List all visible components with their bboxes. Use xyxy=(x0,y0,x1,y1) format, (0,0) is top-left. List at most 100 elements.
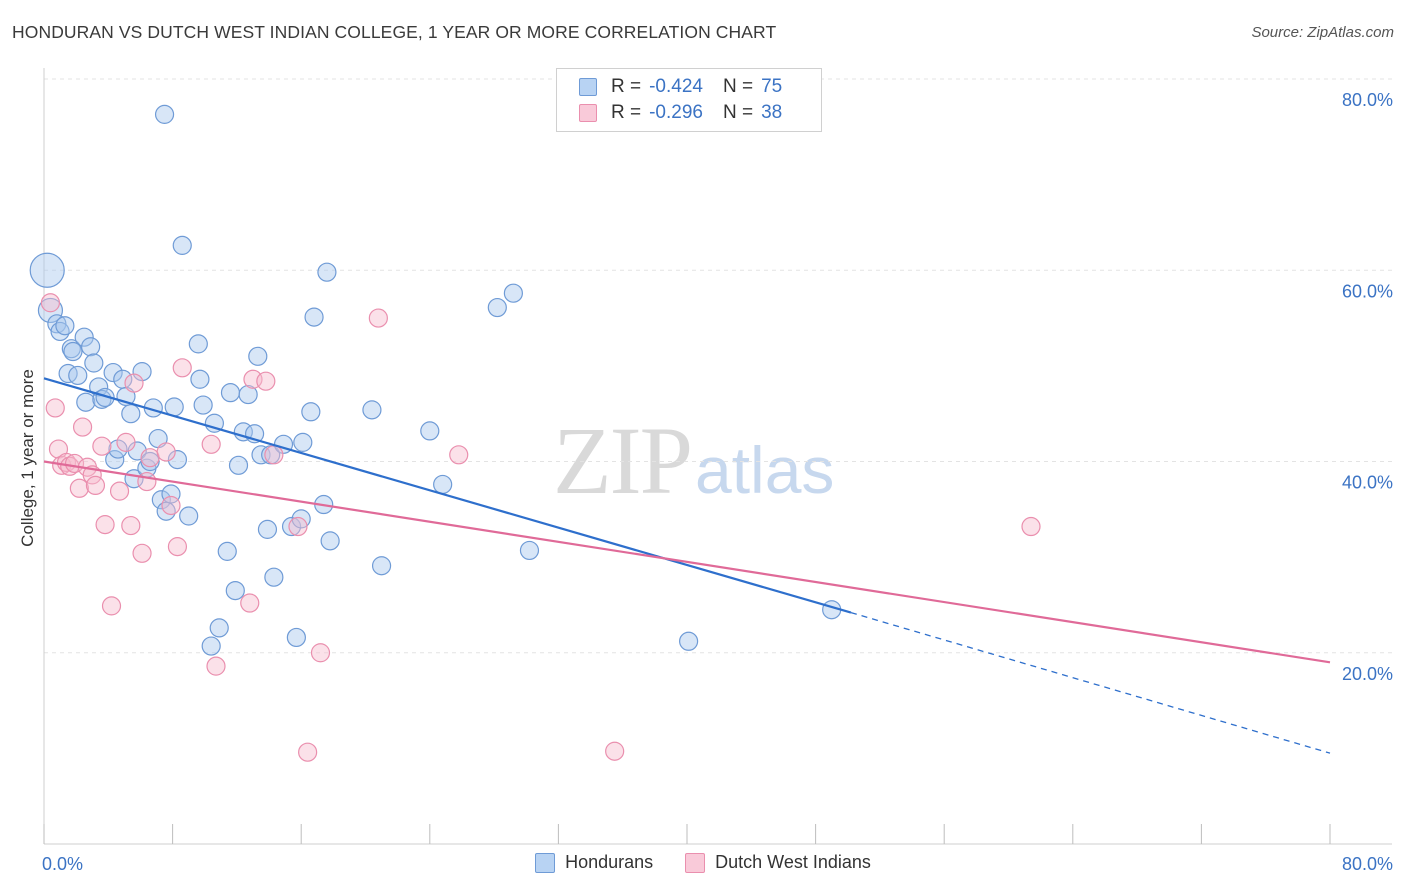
data-point xyxy=(288,516,308,537)
data-point xyxy=(257,519,278,539)
data-point xyxy=(228,455,249,475)
data-point xyxy=(81,337,101,357)
data-point xyxy=(220,383,241,403)
data-point xyxy=(161,484,181,504)
data-point xyxy=(1021,516,1041,537)
data-point xyxy=(368,308,388,328)
trend-lines xyxy=(43,377,1331,754)
data-point xyxy=(40,293,61,313)
data-point xyxy=(161,495,181,516)
watermark: ZIPatlas xyxy=(553,405,834,516)
data-point xyxy=(298,742,318,762)
data-point xyxy=(193,395,213,415)
legend-item-dutch-west-indians[interactable]: Dutch West Indians xyxy=(685,852,871,873)
data-point xyxy=(317,262,337,282)
data-point xyxy=(264,567,284,587)
series-hondurans-points xyxy=(29,104,842,656)
chart-title: HONDURAN VS DUTCH WEST INDIAN COLLEGE, 1… xyxy=(12,22,777,42)
legend-item-hondurans[interactable]: Hondurans xyxy=(535,852,653,873)
axes xyxy=(43,68,1392,845)
data-point xyxy=(68,365,88,386)
data-point xyxy=(37,297,64,324)
data-point xyxy=(293,432,313,452)
data-point xyxy=(156,442,176,462)
data-point xyxy=(217,541,237,561)
data-point xyxy=(167,449,188,470)
data-point xyxy=(310,643,331,663)
series-dutch-west-indians-points xyxy=(40,293,1041,762)
data-point xyxy=(362,400,382,420)
x-tick-label: 80.0% xyxy=(1342,854,1393,874)
y-tick-label: 20.0% xyxy=(1342,664,1393,684)
data-point xyxy=(108,439,128,459)
data-point xyxy=(519,540,540,561)
data-point xyxy=(420,421,440,441)
data-point xyxy=(172,235,192,255)
legend-row-dutch-west-indians: R = -0.296 N = 38 xyxy=(579,100,782,126)
series-legend: Hondurans Dutch West Indians xyxy=(0,852,1406,873)
data-point xyxy=(449,445,469,465)
data-point xyxy=(89,377,109,397)
watermark-atlas: atlas xyxy=(695,433,835,507)
data-point xyxy=(320,531,340,551)
legend-n-label: N = xyxy=(722,102,754,123)
data-point xyxy=(137,471,157,492)
data-point xyxy=(240,593,260,613)
legend-swatch-blue xyxy=(535,852,556,873)
data-point xyxy=(95,515,115,535)
data-point xyxy=(132,362,152,382)
data-point xyxy=(121,404,141,424)
x-tick-label: 0.0% xyxy=(42,854,83,874)
legend-swatch-pink xyxy=(685,852,706,873)
data-point xyxy=(256,371,276,391)
data-point xyxy=(172,358,192,378)
data-point xyxy=(69,478,89,498)
legend-r-label: R = xyxy=(611,76,642,97)
trend-line-hondurans-extension xyxy=(850,611,1331,754)
data-point xyxy=(209,618,229,638)
data-point xyxy=(109,481,130,501)
data-point xyxy=(74,327,94,347)
data-point xyxy=(301,402,321,422)
data-point xyxy=(121,515,141,536)
y-tick-label: 40.0% xyxy=(1342,473,1393,493)
source-label: Source: ZipAtlas.com xyxy=(1251,24,1394,41)
legend-swatch-blue xyxy=(579,78,597,96)
data-point xyxy=(371,556,392,576)
data-point xyxy=(201,636,221,656)
data-point xyxy=(63,341,83,362)
data-point xyxy=(304,307,324,327)
data-point xyxy=(487,297,507,318)
data-point xyxy=(248,346,268,366)
data-point xyxy=(55,316,75,336)
data-point xyxy=(605,741,625,761)
data-point xyxy=(238,384,258,405)
data-point xyxy=(286,627,306,648)
y-tick-label: 80.0% xyxy=(1342,90,1393,110)
data-point xyxy=(204,413,224,433)
data-point xyxy=(190,369,210,389)
data-point xyxy=(45,398,65,418)
data-point xyxy=(167,537,188,557)
trend-line-hondurans xyxy=(43,377,852,614)
data-point xyxy=(76,392,96,412)
data-point xyxy=(105,449,125,470)
data-point xyxy=(124,373,144,393)
data-point xyxy=(206,656,226,676)
legend-r-label: R = xyxy=(611,102,642,123)
legend-r-value: -0.424 xyxy=(649,76,703,97)
data-point xyxy=(225,580,245,601)
legend-swatch-pink xyxy=(579,104,597,122)
data-point xyxy=(92,436,112,456)
data-point xyxy=(116,432,136,452)
y-tick-label: 60.0% xyxy=(1342,281,1393,301)
legend-label-dutch-west-indians: Dutch West Indians xyxy=(715,852,871,872)
trend-line-dutch-west-indians xyxy=(43,460,1331,664)
data-point xyxy=(132,543,152,563)
data-point xyxy=(72,417,93,437)
data-point xyxy=(58,363,78,384)
data-point xyxy=(264,445,284,465)
data-point xyxy=(281,516,302,537)
data-point xyxy=(179,506,199,526)
